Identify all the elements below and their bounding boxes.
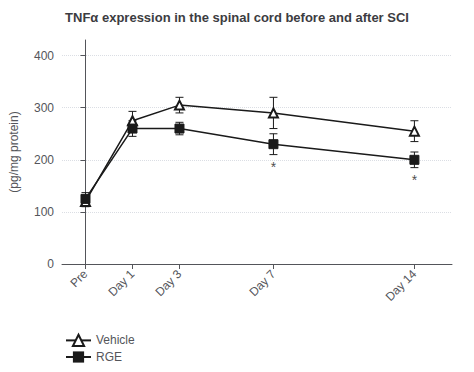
svg-text:Day 1: Day 1 [105, 267, 137, 299]
svg-text:*: * [271, 159, 277, 175]
svg-text:200: 200 [34, 153, 54, 167]
svg-text:(pg/mg protein): (pg/mg protein) [7, 111, 21, 192]
svg-text:Pre: Pre [67, 267, 90, 290]
svg-text:Day 3: Day 3 [152, 267, 184, 299]
svg-text:100: 100 [34, 205, 54, 219]
svg-text:Vehicle: Vehicle [96, 333, 135, 347]
svg-text:400: 400 [34, 49, 54, 63]
svg-text:Day 7: Day 7 [246, 267, 278, 299]
svg-text:RGE: RGE [96, 350, 122, 364]
svg-text:*: * [412, 172, 418, 188]
svg-text:300: 300 [34, 101, 54, 115]
svg-text:TNFα expression in the spinal: TNFα expression in the spinal cord befor… [65, 10, 409, 25]
svg-text:Day 14: Day 14 [383, 267, 420, 304]
svg-text:0: 0 [47, 257, 54, 271]
